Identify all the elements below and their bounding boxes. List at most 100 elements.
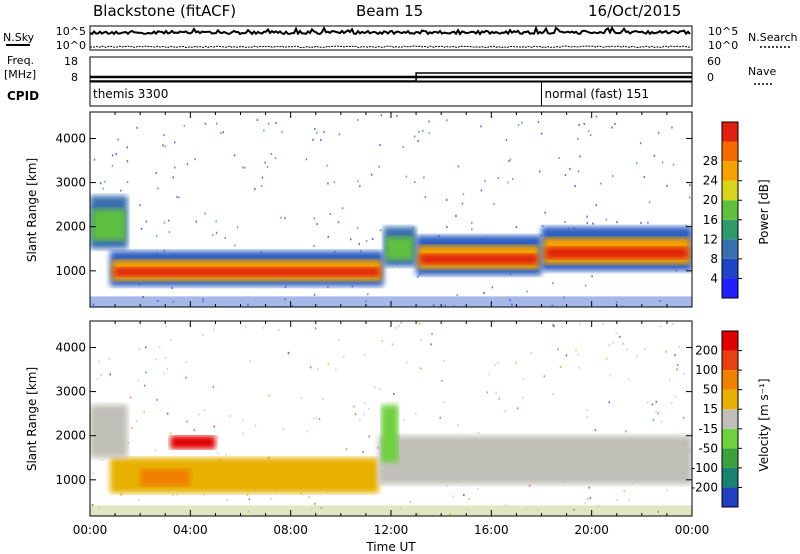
sparse-echo <box>327 235 330 238</box>
sparse-echo <box>338 133 341 136</box>
sparse-echo <box>244 326 247 329</box>
sparse-echo <box>186 163 189 166</box>
velocity-panel: 1000 2000 3000 4000 Slant Range [km] <box>25 320 693 517</box>
sparse-echo <box>457 165 460 168</box>
sparse-echo <box>611 126 613 129</box>
sparse-echo <box>313 217 316 220</box>
colorbar-tick-label: -15 <box>698 422 718 436</box>
sparse-echo <box>137 379 140 382</box>
sparse-echo <box>322 398 324 401</box>
x-tick-label: 08:00 <box>273 523 308 537</box>
sparse-echo <box>494 363 496 366</box>
sparse-echo <box>261 176 264 179</box>
sparse-echo <box>126 160 129 163</box>
sparse-echo <box>586 416 589 419</box>
cpid-segment-label: normal (fast) 151 <box>545 87 649 101</box>
sparse-echo <box>657 510 660 513</box>
sparse-echo <box>584 502 586 505</box>
colorbar-tick-label: 200 <box>695 344 718 358</box>
sparse-echo <box>267 122 270 125</box>
sparse-echo <box>248 498 251 501</box>
sparse-echo <box>359 185 361 188</box>
sparse-echo <box>477 487 479 490</box>
velocity-band <box>378 435 692 485</box>
sparse-echo <box>653 154 656 157</box>
sparse-echo <box>608 344 610 347</box>
sparse-echo <box>635 355 638 358</box>
sparse-echo <box>378 387 381 390</box>
sparse-echo <box>652 418 655 421</box>
sparse-echo <box>587 130 590 133</box>
velocity-patch-orange <box>140 468 191 487</box>
sparse-echo <box>399 507 402 510</box>
colorbar-segment <box>722 141 738 162</box>
sparse-echo <box>135 420 138 423</box>
noise-sky-trace <box>89 25 691 36</box>
sparse-echo <box>93 158 96 161</box>
sparse-echo <box>177 196 180 199</box>
sparse-echo <box>353 405 356 408</box>
sparse-echo <box>194 158 196 161</box>
sparse-echo <box>537 509 540 512</box>
noise-search-label: N.Search <box>748 31 798 44</box>
power-band-mid <box>385 236 415 261</box>
sparse-echo <box>409 500 412 503</box>
sparse-echo <box>403 418 405 421</box>
sparse-echo <box>284 285 287 288</box>
sparse-echo <box>655 410 657 413</box>
sparse-echo <box>443 401 446 404</box>
sparse-echo <box>480 189 483 192</box>
sparse-echo <box>364 401 366 404</box>
sparse-echo <box>521 121 523 124</box>
sparse-echo <box>674 354 676 357</box>
sparse-echo <box>394 326 397 329</box>
sparse-echo <box>143 410 145 413</box>
sparse-echo <box>627 378 630 381</box>
noise-right-tick-top: 10^5 <box>708 25 738 38</box>
sparse-echo <box>659 325 662 328</box>
y-tick-label: 1000 <box>55 473 86 487</box>
sparse-echo <box>497 177 499 180</box>
sparse-echo <box>315 131 318 134</box>
sparse-echo <box>674 395 677 398</box>
sparse-echo <box>430 343 432 346</box>
sparse-echo <box>166 367 169 370</box>
sparse-echo <box>262 326 265 329</box>
sparse-echo <box>337 221 340 224</box>
noise-left-tick-top: 10^5 <box>56 25 86 38</box>
sparse-echo <box>358 243 361 246</box>
colorbar-segment <box>722 331 738 351</box>
sparse-echo <box>672 163 675 166</box>
sparse-echo <box>127 442 130 445</box>
sparse-echo <box>217 436 219 439</box>
sparse-echo <box>263 129 265 132</box>
nave-trace <box>90 72 692 82</box>
sparse-echo <box>441 379 443 382</box>
colorbar-tick-label: 24 <box>703 174 718 188</box>
sparse-echo <box>140 227 143 230</box>
sparse-echo <box>185 420 188 423</box>
sparse-echo <box>635 162 638 165</box>
sparse-echo <box>174 166 176 169</box>
sparse-echo <box>333 181 336 184</box>
sparse-echo <box>278 328 280 331</box>
sparse-echo <box>185 376 187 379</box>
sparse-echo <box>669 378 671 381</box>
sparse-echo <box>234 244 236 247</box>
sparse-echo <box>530 351 533 354</box>
sparse-echo <box>480 125 482 128</box>
sparse-echo <box>509 299 511 302</box>
sparse-echo <box>415 412 417 415</box>
y-tick-label: 2000 <box>55 429 86 443</box>
sparse-echo <box>280 216 282 219</box>
sparse-echo <box>503 410 506 413</box>
sparse-echo <box>665 350 667 353</box>
sparse-echo <box>158 346 161 349</box>
sparse-echo <box>327 362 330 365</box>
sparse-echo <box>456 294 458 297</box>
colorbar-segment <box>722 258 738 279</box>
sparse-echo <box>544 211 546 214</box>
sparse-echo <box>126 181 129 184</box>
sparse-echo <box>233 154 236 157</box>
y-tick-label: 1000 <box>55 264 86 278</box>
